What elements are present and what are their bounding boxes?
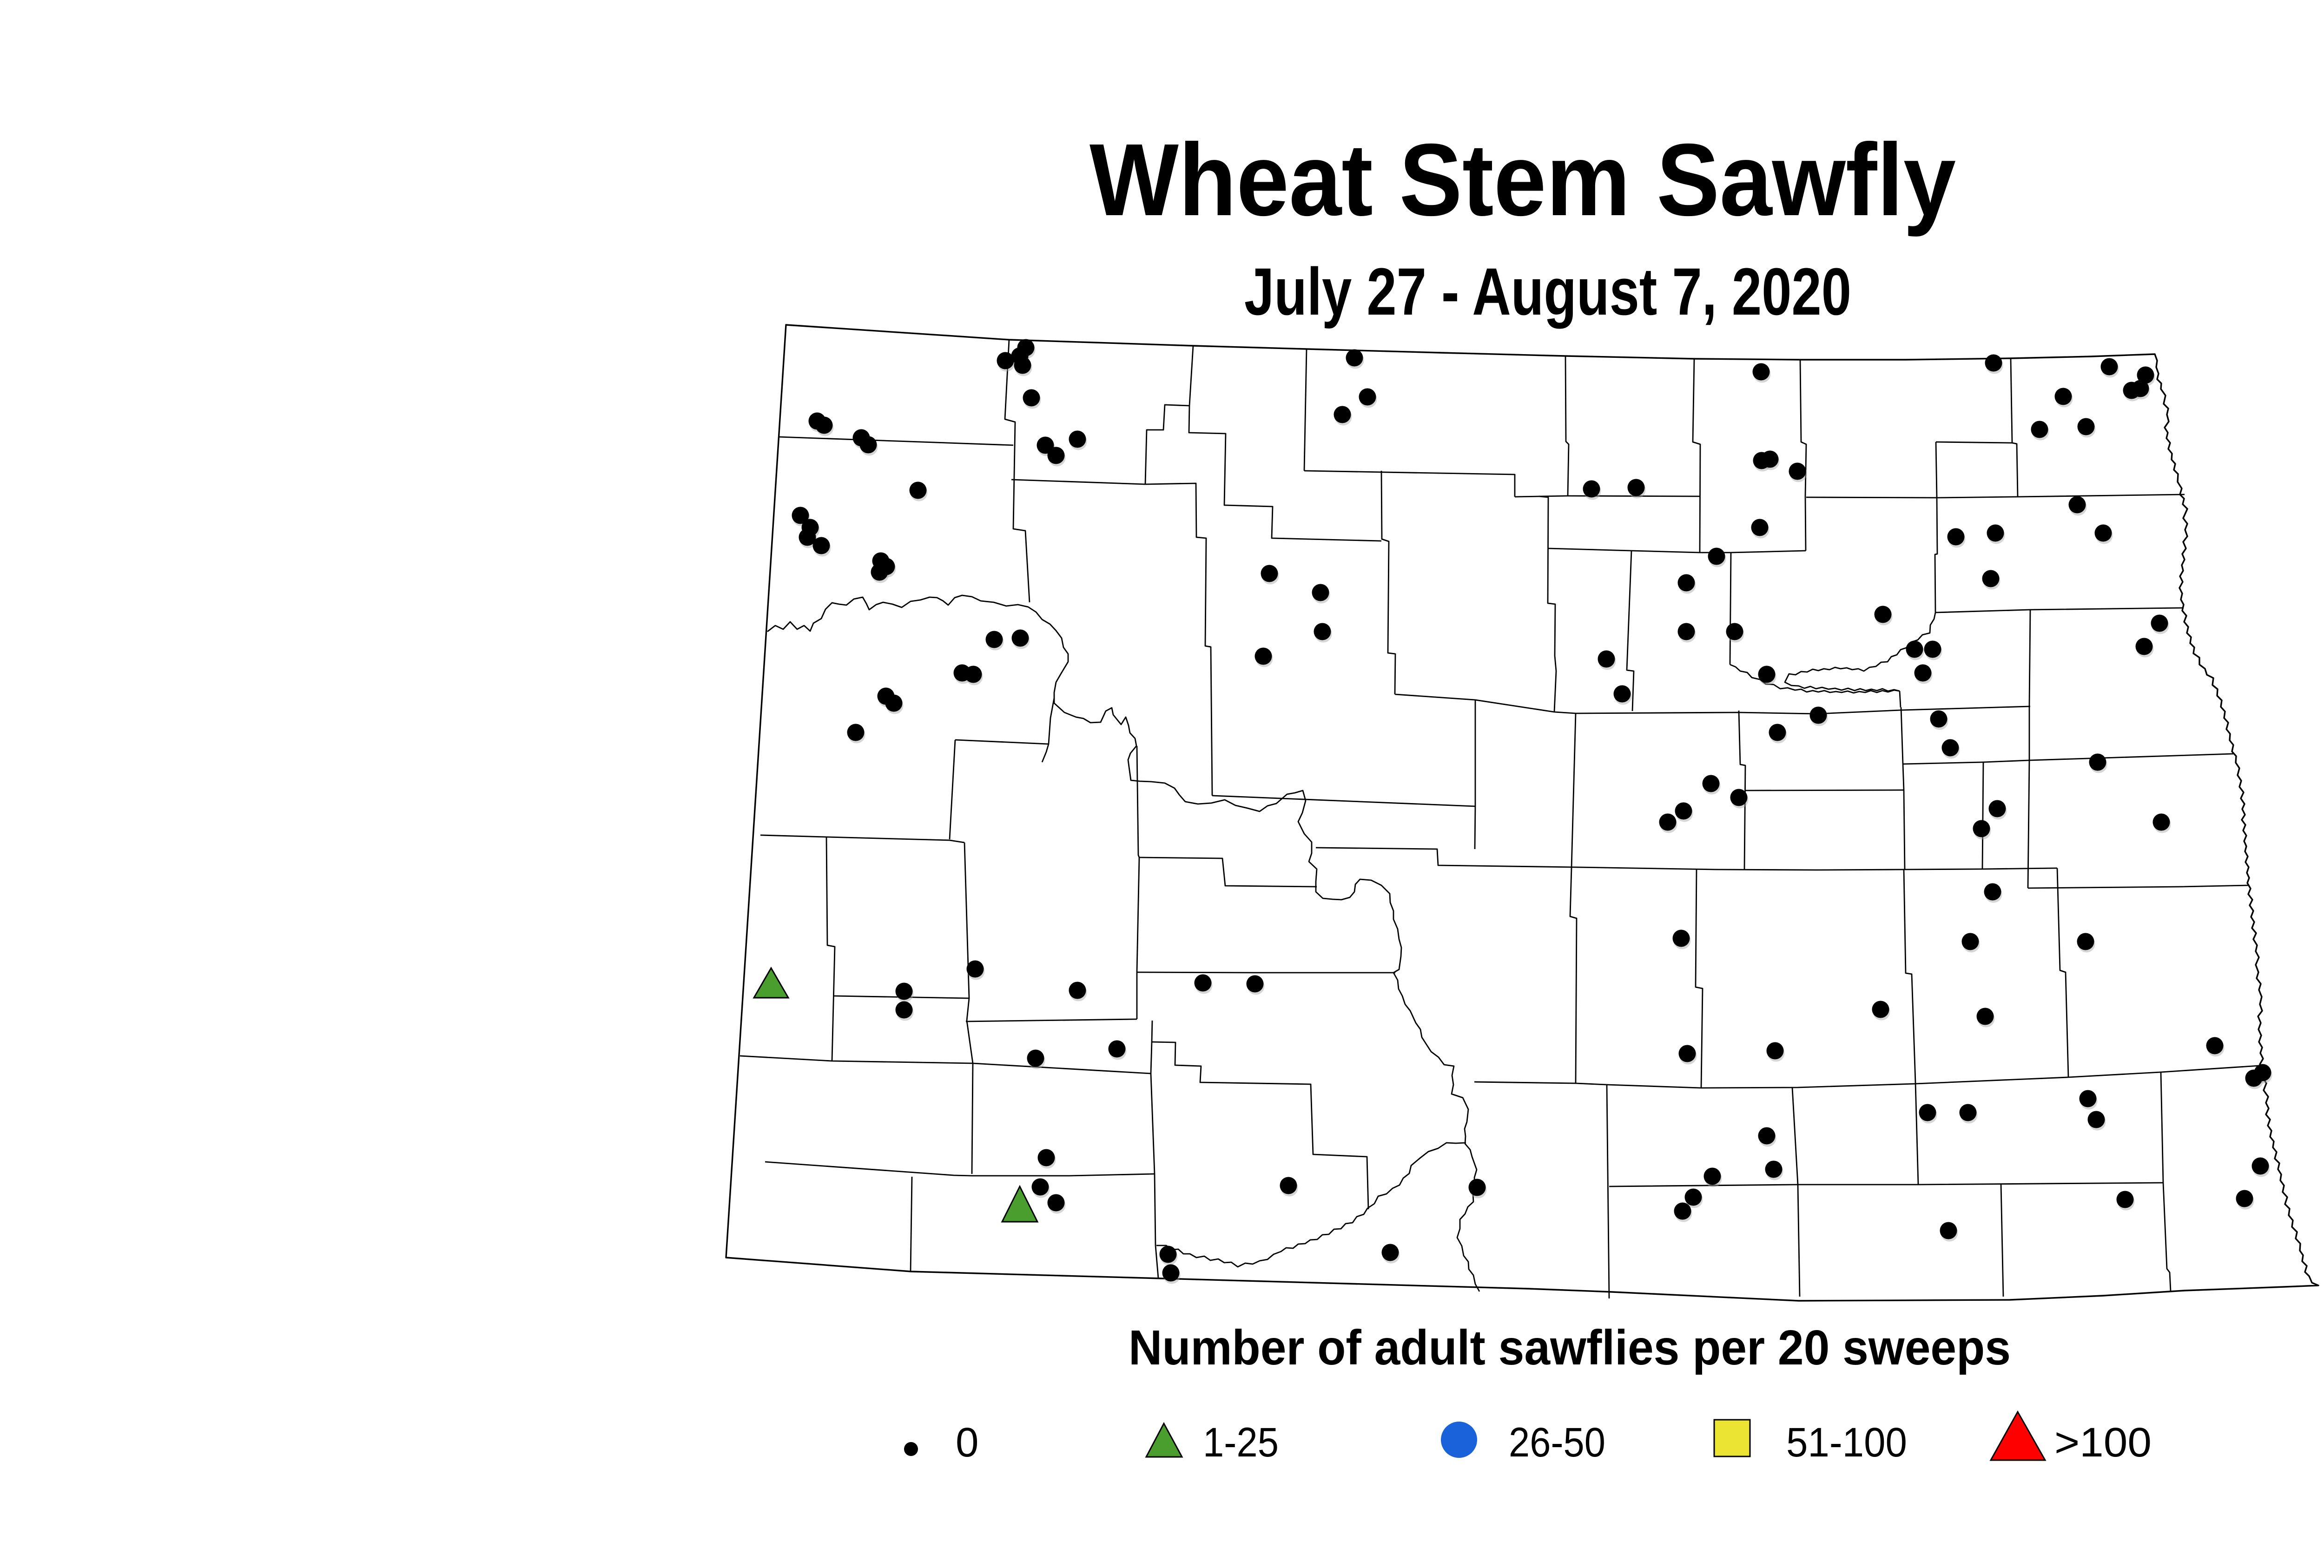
svg-text:Number of adult sawflies per 2: Number of adult sawflies per 20 sweeps: [1129, 1320, 2011, 1375]
svg-text:51-100: 51-100: [1786, 1419, 1907, 1465]
svg-text:1-25: 1-25: [1203, 1419, 1279, 1465]
svg-text:0: 0: [956, 1419, 979, 1465]
svg-text:>100: >100: [2054, 1419, 2152, 1465]
svg-text:July 27 - August 7, 2020: July 27 - August 7, 2020: [1244, 254, 1851, 329]
svg-text:Wheat Stem Sawfly: Wheat Stem Sawfly: [1089, 122, 1956, 237]
svg-text:26-50: 26-50: [1509, 1419, 1605, 1465]
